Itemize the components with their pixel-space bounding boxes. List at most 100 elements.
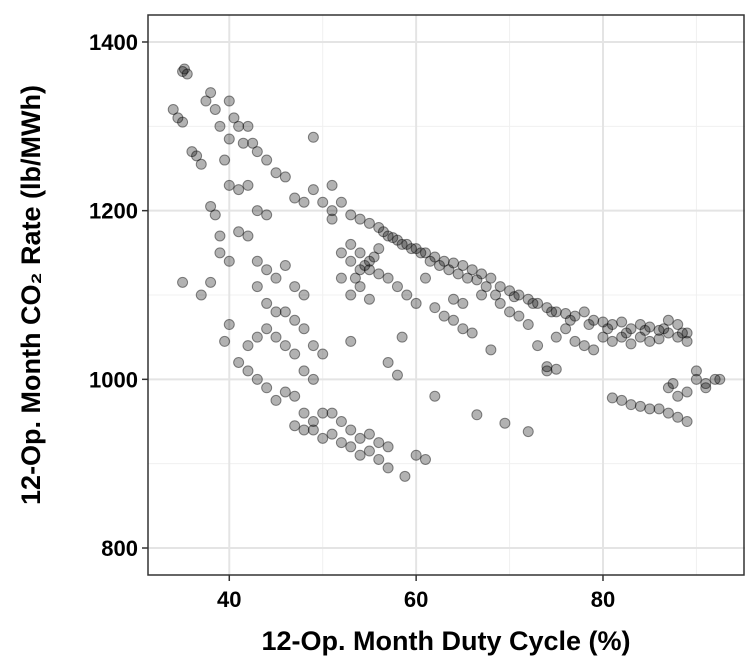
point	[363, 293, 375, 305]
point	[653, 403, 665, 415]
point	[345, 209, 357, 221]
point	[242, 179, 254, 191]
point	[401, 289, 413, 301]
point	[653, 333, 665, 345]
point	[644, 335, 656, 347]
point	[279, 259, 291, 271]
point	[200, 95, 212, 107]
point	[634, 319, 646, 331]
point	[270, 394, 282, 406]
point	[606, 319, 618, 331]
point	[476, 268, 488, 280]
point	[597, 316, 609, 328]
point	[387, 232, 399, 244]
point	[676, 327, 688, 339]
point	[569, 310, 581, 322]
point	[410, 243, 422, 255]
point	[270, 331, 282, 343]
point	[419, 247, 431, 259]
point	[279, 171, 291, 183]
point	[373, 268, 385, 280]
point	[662, 314, 674, 326]
point	[209, 103, 221, 115]
point	[214, 247, 226, 259]
point	[345, 424, 357, 436]
point	[616, 394, 628, 406]
point	[279, 340, 291, 352]
point	[223, 133, 235, 145]
point	[345, 289, 357, 301]
point	[391, 369, 403, 381]
point	[233, 184, 245, 196]
point	[233, 120, 245, 132]
point	[345, 441, 357, 453]
point	[214, 120, 226, 132]
point	[448, 257, 460, 269]
point	[307, 416, 319, 428]
point	[242, 365, 254, 377]
point	[448, 314, 460, 326]
point	[382, 356, 394, 368]
point	[391, 234, 403, 246]
point	[700, 378, 712, 390]
point	[307, 131, 319, 143]
point	[209, 209, 221, 221]
point	[261, 154, 273, 166]
point	[298, 424, 310, 436]
point	[662, 407, 674, 419]
point	[625, 323, 637, 335]
point	[223, 179, 235, 191]
point	[363, 264, 375, 276]
point	[578, 340, 590, 352]
point	[672, 390, 684, 402]
point	[326, 407, 338, 419]
point	[247, 137, 259, 149]
point	[377, 226, 389, 238]
point	[429, 302, 441, 314]
point	[401, 238, 413, 250]
point	[317, 196, 329, 208]
point	[326, 428, 338, 440]
point	[205, 87, 217, 99]
point	[373, 243, 385, 255]
point	[382, 462, 394, 474]
point	[399, 470, 411, 482]
point	[405, 243, 417, 255]
point	[223, 255, 235, 267]
point	[363, 255, 375, 267]
point	[223, 95, 235, 107]
point	[373, 437, 385, 449]
point	[672, 319, 684, 331]
point	[335, 272, 347, 284]
point	[228, 112, 240, 124]
point	[560, 308, 572, 320]
point	[382, 272, 394, 284]
point	[597, 331, 609, 343]
y-axis-title: 12-Op. Month CO₂ Rate (lb/MWh)	[16, 85, 46, 505]
point	[270, 306, 282, 318]
point	[690, 373, 702, 385]
point	[462, 272, 474, 284]
point	[307, 184, 319, 196]
point	[354, 213, 366, 225]
point	[709, 373, 721, 385]
point	[653, 324, 665, 336]
point	[396, 238, 408, 250]
point	[532, 297, 544, 309]
point	[270, 167, 282, 179]
point	[354, 432, 366, 444]
point	[499, 417, 511, 429]
point	[681, 327, 693, 339]
point	[424, 255, 436, 267]
point	[485, 272, 497, 284]
point	[223, 319, 235, 331]
point	[457, 297, 469, 309]
point	[396, 331, 408, 343]
point	[251, 281, 263, 293]
point	[583, 319, 595, 331]
point	[219, 335, 231, 347]
point	[307, 340, 319, 352]
point	[560, 323, 572, 335]
point	[289, 192, 301, 204]
